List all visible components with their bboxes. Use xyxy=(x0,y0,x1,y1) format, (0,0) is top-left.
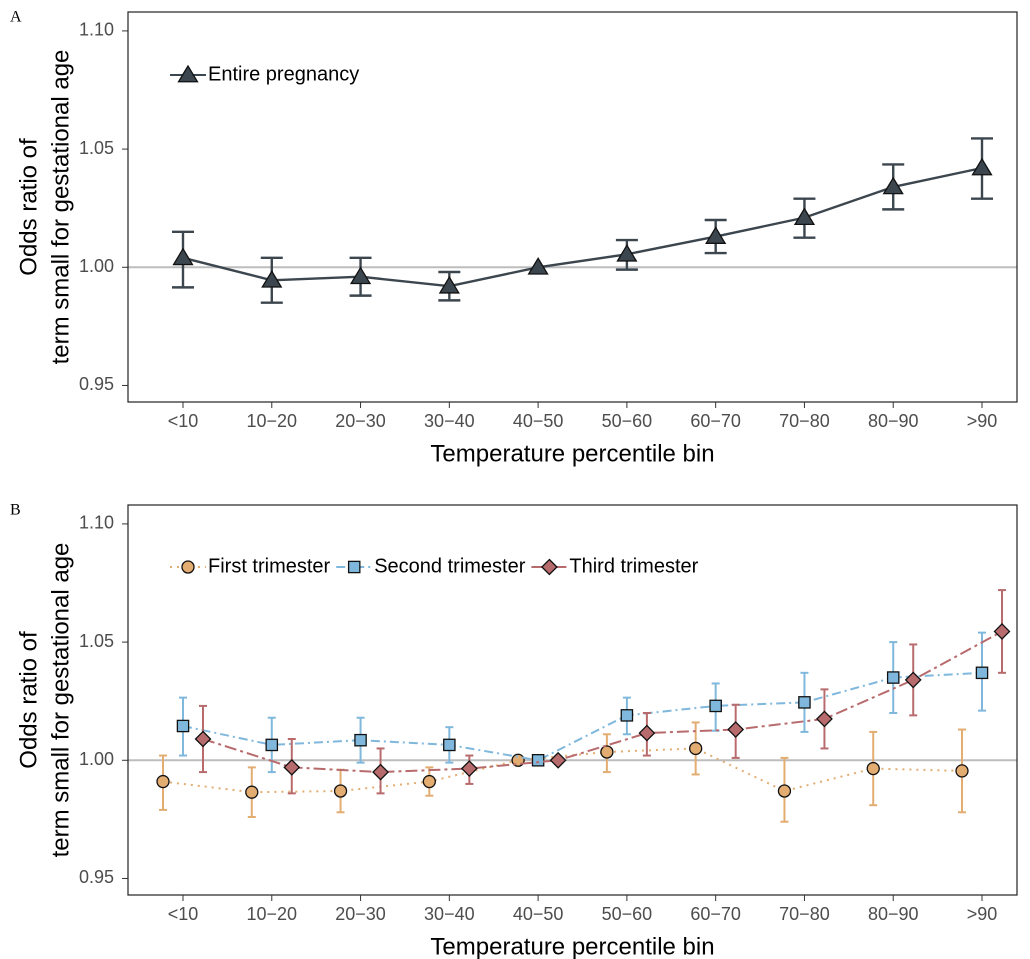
series-line xyxy=(182,671,983,762)
marker xyxy=(971,157,993,176)
x-tick-label: 70−80 xyxy=(779,904,830,924)
marker xyxy=(194,730,212,748)
y-tick-label: 0.95 xyxy=(79,374,114,394)
marker xyxy=(727,721,745,738)
marker xyxy=(172,247,194,266)
marker xyxy=(600,745,614,759)
y-axis-label: Odds ratio of xyxy=(15,138,42,276)
marker xyxy=(422,774,436,789)
panel-label: A xyxy=(10,9,22,26)
marker xyxy=(709,699,722,713)
legend-label: Third trimester xyxy=(569,555,698,577)
marker xyxy=(816,710,833,728)
x-tick-label: 20−30 xyxy=(335,411,386,431)
series-line xyxy=(162,747,963,794)
marker xyxy=(904,671,922,689)
marker xyxy=(638,724,656,742)
marker xyxy=(620,709,634,722)
marker xyxy=(176,719,190,733)
x-tick-label: >90 xyxy=(967,411,998,431)
x-tick-label: 70−80 xyxy=(779,411,830,431)
y-tick-label: 1.05 xyxy=(79,631,114,651)
plot-frame xyxy=(127,504,1018,896)
x-tick-label: <10 xyxy=(168,904,199,924)
legend-marker xyxy=(177,64,199,83)
y-axis-label: term small for gestational age xyxy=(47,543,74,858)
marker xyxy=(705,226,727,244)
y-axis-label: term small for gestational age xyxy=(47,50,74,365)
marker xyxy=(460,760,478,777)
x-tick-label: 50−60 xyxy=(602,904,653,924)
legend-label: Entire pregnancy xyxy=(208,63,359,85)
marker xyxy=(993,623,1011,640)
y-axis-label: Odds ratio of xyxy=(15,631,42,769)
x-tick-label: 60−70 xyxy=(690,904,741,924)
marker xyxy=(265,738,279,752)
marker xyxy=(549,751,567,769)
y-tick-label: 1.00 xyxy=(79,749,114,769)
marker xyxy=(689,741,703,756)
legend-marker xyxy=(540,558,558,576)
marker xyxy=(882,176,904,195)
x-tick-label: 10−20 xyxy=(246,904,297,924)
marker xyxy=(975,666,989,680)
x-tick-label: 80−90 xyxy=(868,904,919,924)
x-tick-label: 10−20 xyxy=(246,411,297,431)
marker xyxy=(438,275,460,294)
marker xyxy=(245,785,259,799)
x-tick-label: <10 xyxy=(168,411,199,431)
x-tick-label: 30−40 xyxy=(424,411,475,431)
x-tick-label: 30−40 xyxy=(424,904,475,924)
x-axis-label: Temperature percentile bin xyxy=(430,440,714,467)
x-tick-label: 50−60 xyxy=(602,411,653,431)
legend-marker xyxy=(347,560,361,574)
marker xyxy=(527,257,549,275)
marker xyxy=(798,696,811,709)
x-tick-label: 20−30 xyxy=(335,904,386,924)
x-tick-label: 60−70 xyxy=(690,411,741,431)
marker xyxy=(333,784,348,798)
x-tick-label: >90 xyxy=(967,904,998,924)
marker xyxy=(793,207,816,226)
marker xyxy=(531,753,545,767)
marker xyxy=(955,764,969,778)
x-tick-label: 80−90 xyxy=(868,411,919,431)
marker xyxy=(261,270,283,288)
marker xyxy=(283,758,301,776)
x-tick-label: 40−50 xyxy=(513,411,564,431)
y-tick-label: 1.05 xyxy=(79,138,114,158)
plot-frame xyxy=(127,11,1018,403)
marker xyxy=(866,761,880,776)
marker xyxy=(156,774,170,789)
y-tick-label: 1.10 xyxy=(79,513,114,533)
marker xyxy=(349,266,372,285)
marker xyxy=(777,784,792,798)
legend-marker xyxy=(181,560,195,574)
y-tick-label: 1.10 xyxy=(79,20,114,40)
panel-label: B xyxy=(10,502,21,519)
marker xyxy=(616,244,638,262)
x-tick-label: 40−50 xyxy=(513,904,564,924)
marker xyxy=(443,738,456,752)
marker xyxy=(354,733,367,747)
legend-label: First trimester xyxy=(208,555,331,577)
legend-label: Second trimester xyxy=(374,555,526,577)
marker xyxy=(372,763,389,781)
x-axis-label: Temperature percentile bin xyxy=(430,933,714,959)
y-tick-label: 1.00 xyxy=(79,256,114,276)
y-tick-label: 0.95 xyxy=(79,867,114,887)
marker xyxy=(886,671,900,684)
series-line xyxy=(182,166,983,288)
